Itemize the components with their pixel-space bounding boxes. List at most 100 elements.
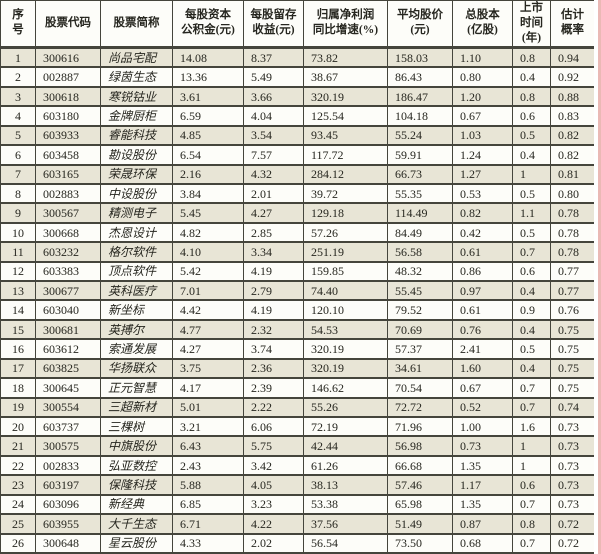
cell-net_profit_yoy_growth_pct: 320.19 [303,357,388,380]
cell-avg_price: 104.18 [387,105,453,127]
cell-total_shares_100m: 1.24 [452,144,513,166]
column-header-retained-earnings: 每股留存 收益(元) [243,0,304,49]
cell-estimated_probability: 0.73 [550,435,595,457]
cell-capital_reserve_per_share: 3.75 [172,357,244,380]
cell-total_shares_100m: 0.82 [452,202,513,224]
cell-total_shares_100m: 1.60 [452,357,513,380]
cell-index: 23 [0,474,36,496]
cell-retained_earnings_per_share: 6.06 [243,415,304,438]
cell-years_listed: 0.6 [512,260,551,283]
cell-years_listed: 0.4 [512,280,551,302]
cell-name: 绿茵生态 [100,66,173,88]
table-row: 18 300645 正元智慧 4.17 2.39 146.62 70.54 0.67 0.7 0.… [0,377,595,399]
cell-retained_earnings_per_share: 4.04 [243,105,304,127]
cell-total_shares_100m: 1.27 [452,163,513,185]
cell-capital_reserve_per_share: 5.01 [172,396,244,419]
cell-estimated_probability: 0.73 [550,474,595,496]
table-row: 2 002887 绿茵生态 13.36 5.49 38.67 86.43 0.80 0.4 0.9… [0,66,595,88]
cell-retained_earnings_per_share: 5.75 [243,435,304,457]
cell-retained_earnings_per_share: 3.74 [243,338,304,360]
cell-avg_price: 71.96 [387,415,453,438]
cell-capital_reserve_per_share: 4.10 [172,241,244,263]
cell-estimated_probability: 0.77 [550,260,595,283]
table-row: 1 300616 尚品宅配 14.08 8.37 73.82 158.03 1.10 0.8 0.… [0,46,595,69]
table-row: 19 300554 三超新材 5.01 2.22 55.26 72.72 0.52 0.7 0.7… [0,396,595,419]
cell-name: 顶点软件 [100,260,173,283]
cell-net_profit_yoy_growth_pct: 53.38 [303,493,388,516]
cell-years_listed: 0.4 [512,144,551,166]
table-row: 22 002833 弘亚数控 2.43 3.42 61.26 66.68 1.35 1 0.73 [0,454,595,477]
cell-estimated_probability: 0.75 [550,338,595,360]
cell-index: 15 [0,318,36,341]
cell-total_shares_100m: 0.86 [452,260,513,283]
cell-net_profit_yoy_growth_pct: 37.56 [303,513,388,535]
column-header-avg-price: 平均股价 (元) [387,0,453,49]
cell-total_shares_100m: 0.80 [452,66,513,88]
cell-avg_price: 34.61 [387,357,453,380]
cell-name: 英科医疗 [100,280,173,302]
cell-index: 7 [0,163,36,185]
cell-capital_reserve_per_share: 4.85 [172,124,244,147]
cell-retained_earnings_per_share: 4.05 [243,474,304,496]
column-header-name: 股票简称 [100,0,173,49]
cell-total_shares_100m: 1.20 [452,85,513,108]
table-row: 5 603933 睿能科技 4.85 3.54 93.45 55.24 1.03 0.5 0.82 [0,124,595,147]
column-header-index: 序 号 [0,0,36,49]
cell-name: 保隆科技 [100,474,173,496]
cell-capital_reserve_per_share: 3.61 [172,85,244,108]
cell-net_profit_yoy_growth_pct: 320.19 [303,85,388,108]
cell-capital_reserve_per_share: 4.82 [172,221,244,244]
cell-net_profit_yoy_growth_pct: 42.44 [303,435,388,457]
cell-name: 格尔软件 [100,241,173,263]
cell-retained_earnings_per_share: 3.42 [243,454,304,477]
cell-net_profit_yoy_growth_pct: 284.12 [303,163,388,185]
cell-code: 603040 [35,299,101,321]
cell-capital_reserve_per_share: 3.84 [172,182,244,205]
cell-years_listed: 0.7 [512,377,551,399]
cell-net_profit_yoy_growth_pct: 73.82 [303,46,388,69]
cell-index: 3 [0,85,36,108]
cell-years_listed: 0.4 [512,318,551,341]
cell-total_shares_100m: 1.35 [452,493,513,516]
cell-years_listed: 0.7 [512,396,551,419]
cell-total_shares_100m: 0.97 [452,280,513,302]
cell-capital_reserve_per_share: 6.59 [172,105,244,127]
cell-code: 300677 [35,280,101,302]
cell-retained_earnings_per_share: 2.79 [243,280,304,302]
table-row: 16 603612 索通发展 4.27 3.74 320.19 57.37 2.41 0.5 0.… [0,338,595,360]
cell-capital_reserve_per_share: 14.08 [172,46,244,69]
cell-index: 8 [0,182,36,205]
cell-avg_price: 56.58 [387,241,453,263]
table-row: 12 603383 顶点软件 5.42 4.19 159.85 48.32 0.86 0.6 0.… [0,260,595,283]
cell-estimated_probability: 0.75 [550,357,595,380]
cell-name: 正元智慧 [100,377,173,399]
cell-avg_price: 48.32 [387,260,453,283]
cell-index: 2 [0,66,36,88]
cell-retained_earnings_per_share: 4.32 [243,163,304,185]
cell-retained_earnings_per_share: 3.23 [243,493,304,516]
cell-index: 9 [0,202,36,224]
cell-capital_reserve_per_share: 4.42 [172,299,244,321]
cell-code: 603165 [35,163,101,185]
cell-net_profit_yoy_growth_pct: 146.62 [303,377,388,399]
cell-retained_earnings_per_share: 2.01 [243,182,304,205]
cell-name: 尚品宅配 [100,46,173,69]
cell-code: 300616 [35,46,101,69]
cell-name: 新经典 [100,493,173,516]
cell-name: 英搏尔 [100,318,173,341]
cell-avg_price: 66.68 [387,454,453,477]
cell-code: 603933 [35,124,101,147]
table-row: 13 300677 英科医疗 7.01 2.79 74.40 55.45 0.97 0.4 0.7… [0,280,595,302]
cell-total_shares_100m: 1.03 [452,124,513,147]
cell-years_listed: 0.9 [512,299,551,321]
cell-index: 22 [0,454,36,477]
cell-avg_price: 73.50 [387,532,453,554]
cell-capital_reserve_per_share: 2.16 [172,163,244,185]
cell-retained_earnings_per_share: 4.19 [243,299,304,321]
table-row: 14 603040 新坐标 4.42 4.19 120.10 79.52 0.61 0.9 0.7… [0,299,595,321]
cell-years_listed: 0.4 [512,357,551,380]
column-header-code: 股票代码 [35,0,101,49]
cell-years_listed: 1 [512,454,551,477]
cell-index: 17 [0,357,36,380]
cell-name: 中设股份 [100,182,173,205]
